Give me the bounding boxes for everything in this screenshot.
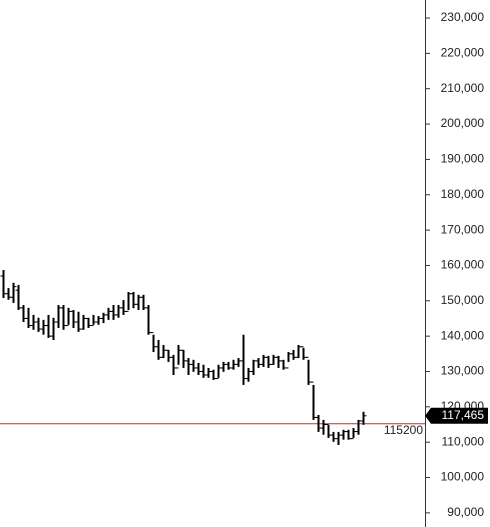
y-tick-label: 230,000 bbox=[441, 10, 485, 24]
y-tick-label: 210,000 bbox=[441, 81, 485, 95]
y-tick-label: 160,000 bbox=[441, 258, 485, 272]
y-tick-label: 100,000 bbox=[441, 470, 485, 484]
y-tick-label: 170,000 bbox=[441, 222, 485, 236]
price-tag-label: 117,465 bbox=[442, 408, 485, 422]
level-label: 115200 bbox=[384, 423, 423, 437]
y-tick-label: 220,000 bbox=[441, 46, 485, 60]
y-tick-label: 200,000 bbox=[441, 116, 485, 130]
y-tick-label: 140,000 bbox=[441, 328, 485, 342]
y-tick-label: 90,000 bbox=[447, 505, 484, 519]
y-tick-label: 190,000 bbox=[441, 152, 485, 166]
y-tick-label: 180,000 bbox=[441, 187, 485, 201]
y-tick-label: 110,000 bbox=[442, 434, 485, 448]
y-tick-label: 130,000 bbox=[441, 364, 485, 378]
price-tag bbox=[425, 407, 488, 424]
y-tick-label: 150,000 bbox=[441, 293, 485, 307]
